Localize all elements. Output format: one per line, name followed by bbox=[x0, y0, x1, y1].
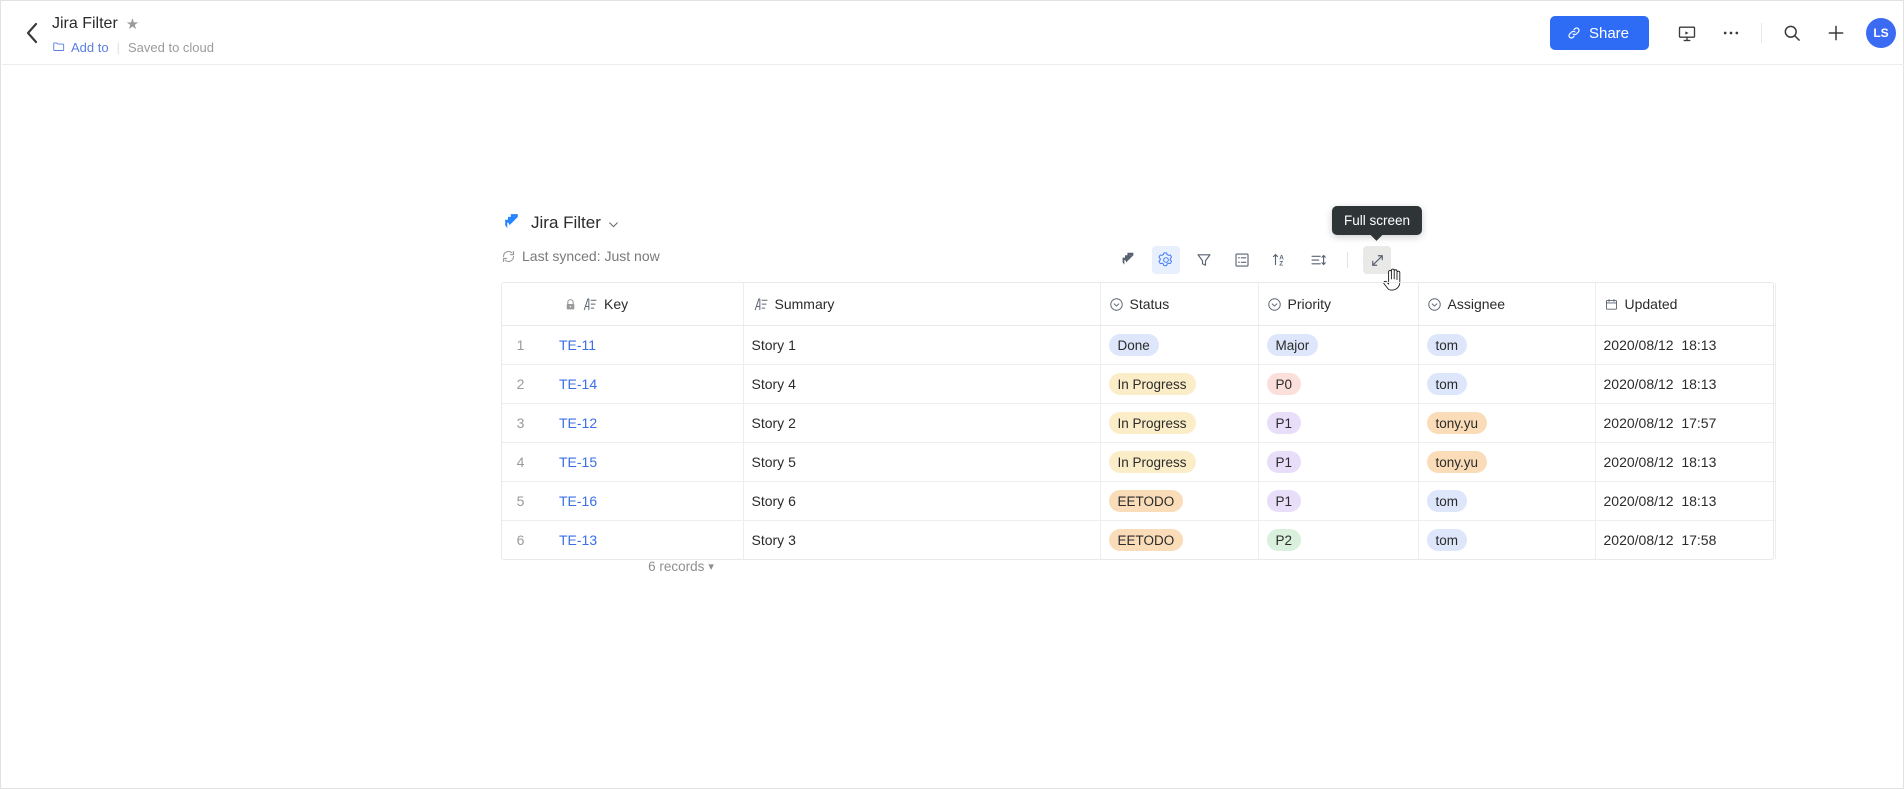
svg-text:Z: Z bbox=[1279, 260, 1283, 267]
